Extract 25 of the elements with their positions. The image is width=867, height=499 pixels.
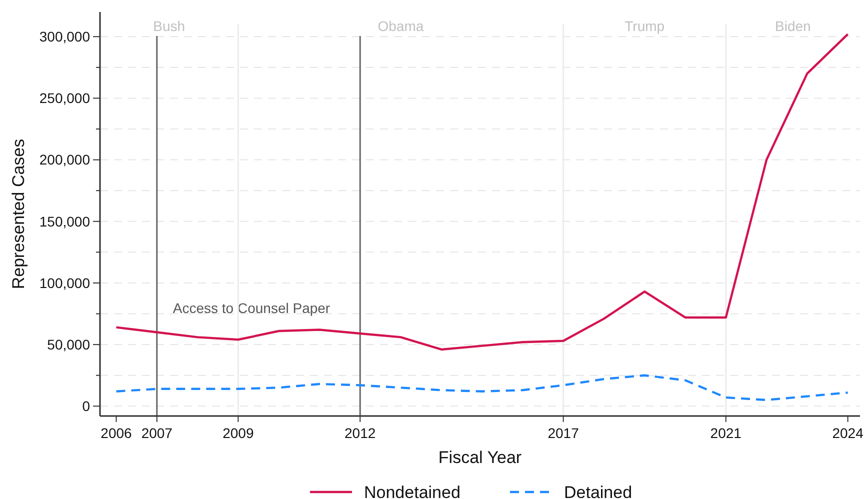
x-tick-label: 2024 xyxy=(832,425,864,441)
annotation: Trump xyxy=(624,18,665,34)
annotation: Bush xyxy=(153,18,186,34)
y-tick-label: 200,000 xyxy=(39,152,90,168)
x-tick-label: 2021 xyxy=(710,425,742,441)
annotation: Obama xyxy=(378,18,424,34)
y-tick-label: 150,000 xyxy=(39,213,90,230)
x-axis-title: Fiscal Year xyxy=(438,448,522,467)
y-tick-label: 0 xyxy=(82,398,90,414)
legend-label: Nondetained xyxy=(364,482,460,499)
x-tick-label: 2017 xyxy=(548,425,580,441)
y-tick-label: 50,000 xyxy=(47,336,90,352)
y-axis-title: Represented Cases xyxy=(9,138,28,290)
x-tick-label: 2012 xyxy=(344,425,376,441)
y-tick-label: 250,000 xyxy=(39,90,90,106)
legend-label: Detained xyxy=(564,482,632,499)
line-series xyxy=(115,374,849,402)
line-series xyxy=(115,33,849,351)
y-tick-label: 100,000 xyxy=(39,274,90,291)
annotation: Biden xyxy=(775,18,811,34)
x-tick-label: 2009 xyxy=(222,425,254,441)
x-tick-label: 2007 xyxy=(141,425,173,441)
ref-line-label: Access to Counsel Paper xyxy=(172,300,330,316)
x-tick-label: 2006 xyxy=(100,425,132,441)
y-tick-label: 300,000 xyxy=(39,28,90,45)
